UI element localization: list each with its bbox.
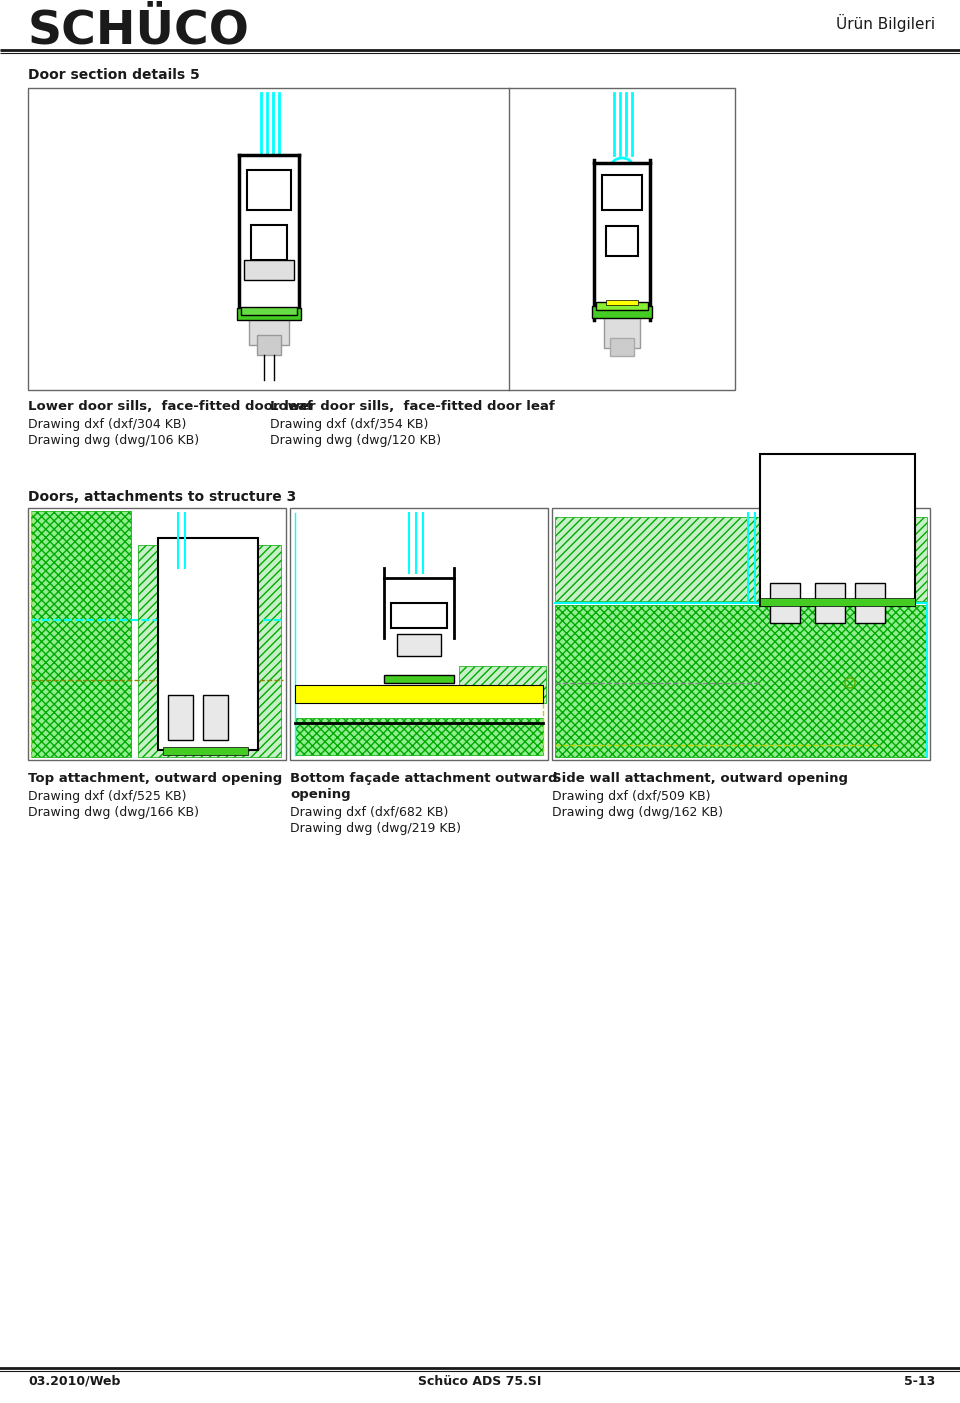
Text: Ürün Bilgileri: Ürün Bilgileri: [836, 14, 935, 32]
Text: Drawing dwg (dwg/166 KB): Drawing dwg (dwg/166 KB): [28, 805, 199, 819]
Bar: [555, 605, 927, 758]
Bar: [855, 584, 885, 623]
Bar: [251, 224, 286, 260]
Text: Drawing dxf (dxf/682 KB): Drawing dxf (dxf/682 KB): [290, 805, 448, 819]
Text: Side wall attachment, outward opening: Side wall attachment, outward opening: [552, 772, 848, 786]
Text: Drawing dxf (dxf/304 KB): Drawing dxf (dxf/304 KB): [28, 418, 186, 431]
Text: Drawing dwg (dwg/162 KB): Drawing dwg (dwg/162 KB): [552, 805, 723, 819]
Bar: [295, 718, 543, 755]
Text: Bottom façade attachment outward: Bottom façade attachment outward: [290, 772, 558, 786]
Bar: [602, 175, 642, 210]
Bar: [459, 666, 546, 703]
Text: opening: opening: [290, 788, 350, 801]
Bar: [397, 634, 441, 657]
Bar: [249, 310, 289, 345]
Text: Door section details 5: Door section details 5: [28, 67, 200, 81]
Text: Lower door sills,  face-fitted door leaf: Lower door sills, face-fitted door leaf: [28, 400, 313, 412]
Bar: [138, 544, 281, 758]
Bar: [552, 508, 930, 760]
Bar: [244, 260, 294, 281]
Bar: [163, 746, 248, 755]
Bar: [604, 316, 640, 348]
Bar: [606, 300, 638, 304]
Bar: [256, 335, 280, 355]
Bar: [384, 675, 454, 683]
Bar: [241, 307, 297, 316]
Text: Doors, attachments to structure 3: Doors, attachments to structure 3: [28, 490, 297, 504]
Bar: [28, 88, 735, 390]
Text: SCHÜCO: SCHÜCO: [28, 8, 250, 53]
Bar: [760, 598, 915, 606]
Text: Drawing dwg (dwg/120 KB): Drawing dwg (dwg/120 KB): [270, 434, 442, 448]
Bar: [31, 511, 131, 758]
Text: Top attachment, outward opening: Top attachment, outward opening: [28, 772, 282, 786]
Bar: [247, 170, 291, 210]
Bar: [592, 306, 652, 318]
Bar: [596, 302, 648, 310]
Text: 03.2010/Web: 03.2010/Web: [28, 1375, 120, 1388]
Bar: [28, 508, 286, 760]
Text: Drawing dxf (dxf/509 KB): Drawing dxf (dxf/509 KB): [552, 790, 710, 803]
Text: Schüco ADS 75.SI: Schüco ADS 75.SI: [419, 1375, 541, 1388]
Text: 5-13: 5-13: [903, 1375, 935, 1388]
Text: Drawing dwg (dwg/219 KB): Drawing dwg (dwg/219 KB): [290, 822, 461, 835]
Bar: [236, 309, 300, 320]
Text: Drawing dxf (dxf/525 KB): Drawing dxf (dxf/525 KB): [28, 790, 186, 803]
Bar: [203, 694, 228, 739]
Bar: [158, 537, 258, 751]
Bar: [770, 584, 800, 623]
Bar: [295, 685, 543, 703]
Bar: [290, 508, 548, 760]
Text: Drawing dxf (dxf/354 KB): Drawing dxf (dxf/354 KB): [270, 418, 428, 431]
Text: Drawing dwg (dwg/106 KB): Drawing dwg (dwg/106 KB): [28, 434, 199, 448]
Bar: [610, 338, 634, 356]
Bar: [168, 694, 193, 739]
Bar: [606, 226, 638, 255]
Bar: [760, 455, 915, 606]
Bar: [391, 603, 447, 629]
Text: Lower door sills,  face-fitted door leaf: Lower door sills, face-fitted door leaf: [270, 400, 555, 412]
Bar: [555, 516, 927, 600]
Bar: [815, 584, 845, 623]
